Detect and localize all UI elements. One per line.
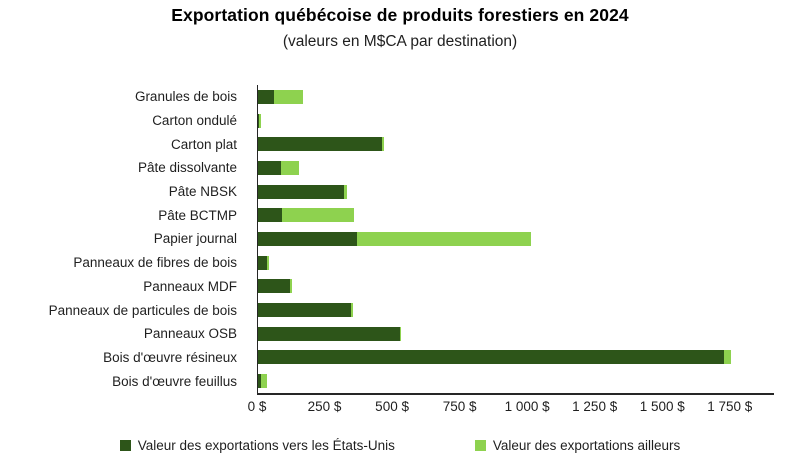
chart-title: Exportation québécoise de produits fores… bbox=[171, 5, 629, 25]
bar-segment-us bbox=[258, 255, 268, 270]
bar-segment-others bbox=[282, 208, 354, 223]
legend-label: Valeur des exportations vers les États-U… bbox=[137, 438, 395, 453]
x-axis-tick-labels: 0 $ 250 $ 500 $ 750 $ 1 000 $ 1 250 $ 1 500 $ 1… bbox=[248, 399, 773, 417]
bar-segment-others bbox=[260, 374, 268, 389]
bar-row bbox=[258, 156, 774, 180]
bar-segment-others bbox=[274, 89, 303, 104]
bar-segment-us bbox=[258, 303, 352, 318]
bar-segment-others bbox=[259, 113, 261, 128]
category-label: Pâte dissolvante bbox=[137, 160, 237, 176]
bar-segment-others bbox=[290, 279, 292, 294]
bar-row bbox=[258, 369, 774, 393]
bar-segment-us bbox=[258, 184, 345, 199]
x-tick-label: 1 000 $ bbox=[504, 399, 550, 414]
bar-row bbox=[258, 180, 774, 204]
category-label: Granules de bois bbox=[134, 89, 237, 105]
category-label: Panneaux de fibres de bois bbox=[73, 255, 237, 271]
legend-item-others: Valeur des exportations ailleurs bbox=[474, 438, 681, 453]
bar-row bbox=[258, 227, 774, 251]
bar-row bbox=[258, 346, 774, 370]
x-tick-label: 0 $ bbox=[247, 399, 267, 414]
category-label: Carton plat bbox=[170, 136, 237, 152]
bar-segment-us bbox=[258, 208, 283, 223]
bar-segment-us bbox=[258, 137, 383, 152]
x-tick-label: 250 $ bbox=[307, 399, 342, 414]
category-label: Pâte BCTMP bbox=[158, 207, 237, 223]
bar-segment-others bbox=[399, 326, 402, 341]
bar-segment-us bbox=[258, 350, 725, 365]
bar-row bbox=[258, 109, 774, 133]
bar-segment-us bbox=[258, 89, 275, 104]
category-label: Bois d'œuvre résineux bbox=[103, 349, 237, 365]
plot-area bbox=[257, 85, 774, 395]
bar-segment-us bbox=[258, 279, 291, 294]
category-label: Panneaux MDF bbox=[143, 278, 237, 294]
legend-swatch-others bbox=[474, 440, 486, 451]
x-tick-label: 750 $ bbox=[442, 399, 477, 414]
bar-row bbox=[258, 251, 774, 275]
category-label: Pâte NBSK bbox=[168, 184, 237, 200]
bar-segment-us bbox=[258, 231, 357, 246]
bar-segment-us bbox=[258, 326, 400, 341]
category-label: Panneaux de particules de bois bbox=[48, 302, 237, 318]
chart-subtitle: (valeurs en M$CA par destination) bbox=[282, 33, 518, 50]
legend-swatch-us bbox=[119, 440, 131, 451]
bar-row bbox=[258, 132, 774, 156]
bar-segment-others bbox=[382, 137, 384, 152]
bar-row bbox=[258, 85, 774, 109]
legend: Valeur des exportations vers les États-U… bbox=[0, 438, 800, 453]
bar-segment-us bbox=[258, 113, 260, 128]
bar-segment-others bbox=[267, 255, 269, 270]
x-tick-label: 1 500 $ bbox=[639, 399, 685, 414]
category-label: Papier journal bbox=[153, 231, 237, 247]
y-axis-category-labels: Granules de bois Carton ondulé Carton plat… bbox=[0, 85, 247, 393]
bar-segment-us bbox=[258, 160, 281, 175]
bar-row bbox=[258, 275, 774, 299]
bar-segment-us bbox=[258, 374, 261, 389]
category-label: Panneaux OSB bbox=[143, 326, 237, 342]
bar-segment-others bbox=[344, 184, 348, 199]
bar-row bbox=[258, 322, 774, 346]
category-label: Bois d'œuvre feuillus bbox=[112, 373, 237, 389]
x-tick-label: 1 750 $ bbox=[707, 399, 753, 414]
legend-label: Valeur des exportations ailleurs bbox=[492, 438, 681, 453]
bar-row bbox=[258, 298, 774, 322]
bar-segment-others bbox=[724, 350, 731, 365]
bar-row bbox=[258, 203, 774, 227]
x-tick-label: 500 $ bbox=[375, 399, 409, 414]
category-label: Carton ondulé bbox=[152, 113, 237, 129]
bar-segment-others bbox=[280, 160, 299, 175]
bar-segment-others bbox=[351, 303, 353, 318]
x-tick-label: 1 250 $ bbox=[572, 399, 618, 414]
legend-item-us: Valeur des exportations vers les États-U… bbox=[119, 438, 395, 453]
bar-segment-others bbox=[356, 231, 531, 246]
